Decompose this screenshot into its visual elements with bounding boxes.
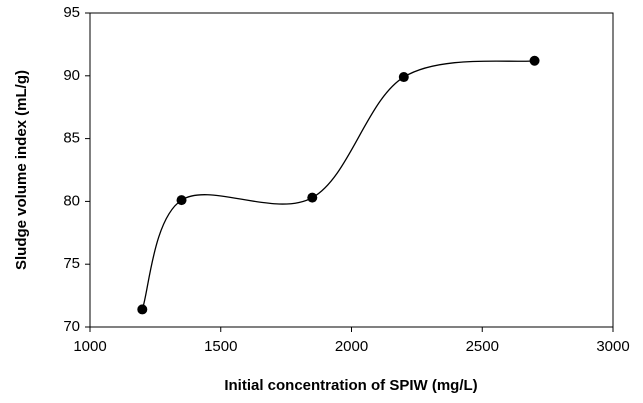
y-axis-title: Sludge volume index (mL/g) — [13, 70, 30, 270]
y-tick-label: 85 — [63, 130, 80, 147]
y-tick-label: 70 — [63, 318, 80, 335]
data-point — [307, 192, 318, 203]
data-point — [529, 55, 540, 66]
y-tick-label: 75 — [63, 255, 80, 272]
y-tick-label: 95 — [63, 4, 80, 21]
y-tick-label: 90 — [63, 67, 80, 84]
x-tick-label: 1000 — [73, 338, 106, 355]
x-tick-label: 2500 — [466, 338, 499, 355]
x-axis-title: Initial concentration of SPIW (mg/L) — [224, 377, 477, 394]
data-line — [141, 60, 535, 310]
x-tick-label: 3000 — [596, 338, 629, 355]
data-point — [398, 72, 409, 83]
x-tick-label: 2000 — [335, 338, 368, 355]
y-tick-label: 80 — [63, 192, 80, 209]
data-point — [137, 304, 148, 315]
data-point — [176, 195, 187, 206]
x-tick-label: 1500 — [204, 338, 237, 355]
